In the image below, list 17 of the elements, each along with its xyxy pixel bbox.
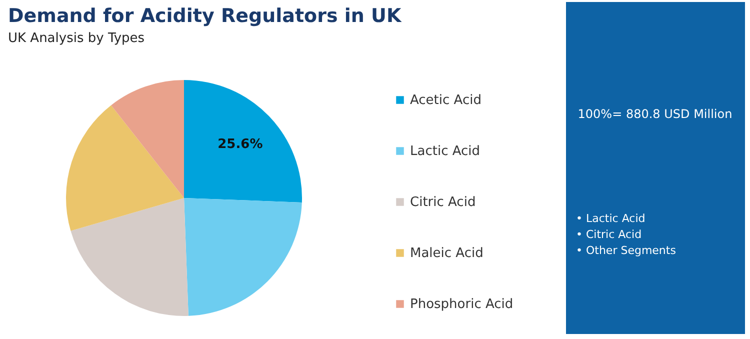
pie-slice [70, 198, 188, 316]
pie-slice [184, 80, 302, 202]
pie-slice [66, 105, 184, 231]
legend-label: Acetic Acid [410, 93, 482, 108]
chart-subtitle: UK Analysis by Types [8, 31, 145, 46]
pie-slice [111, 80, 184, 198]
legend-label: Lactic Acid [410, 144, 480, 159]
text: • Other Segments [576, 244, 676, 257]
text: • Citric Acid [576, 228, 642, 241]
text: • Lactic Acid [576, 212, 646, 225]
data-label: 25.6% [218, 136, 263, 152]
chart-title: Demand for Acidity Regulators in UK [8, 5, 402, 27]
legend-label: Citric Acid [410, 195, 476, 210]
legend-label: Maleic Acid [410, 246, 484, 261]
pie-slice [184, 198, 302, 316]
legend-label: Phosphoric Acid [410, 297, 514, 312]
text: 100%= 880.8 USD Million [578, 107, 732, 121]
